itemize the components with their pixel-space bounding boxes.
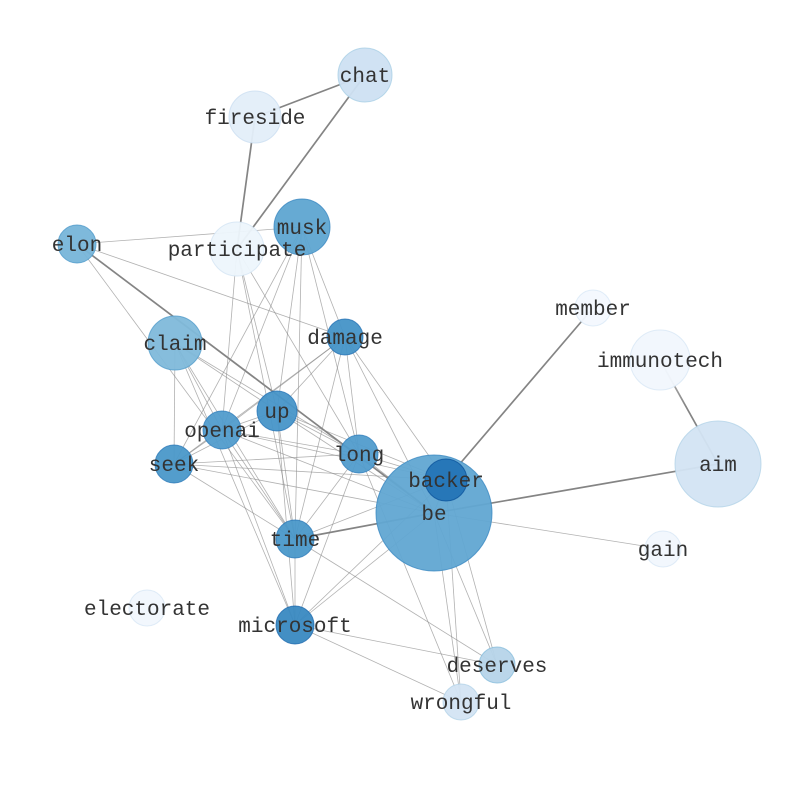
svg-text:microsoft: microsoft <box>238 616 351 639</box>
svg-text:chat: chat <box>340 66 390 89</box>
svg-text:up: up <box>264 402 289 425</box>
svg-text:openai: openai <box>184 421 260 444</box>
svg-text:claim: claim <box>143 334 206 357</box>
svg-text:gain: gain <box>638 540 688 563</box>
svg-text:immunotech: immunotech <box>597 351 723 374</box>
svg-text:be: be <box>421 504 446 527</box>
svg-text:fireside: fireside <box>205 108 306 131</box>
svg-text:musk: musk <box>277 218 327 241</box>
svg-text:member: member <box>555 299 631 322</box>
svg-text:wrongful: wrongful <box>411 693 512 716</box>
svg-text:seek: seek <box>149 455 199 478</box>
svg-text:time: time <box>270 530 320 553</box>
svg-text:aim: aim <box>699 455 737 478</box>
svg-text:electorate: electorate <box>84 599 210 622</box>
svg-text:deserves: deserves <box>447 656 548 679</box>
svg-text:backer: backer <box>408 471 484 494</box>
svg-text:damage: damage <box>307 328 383 351</box>
svg-text:participate: participate <box>168 240 307 263</box>
svg-text:long: long <box>334 445 384 468</box>
svg-text:elon: elon <box>52 235 102 258</box>
